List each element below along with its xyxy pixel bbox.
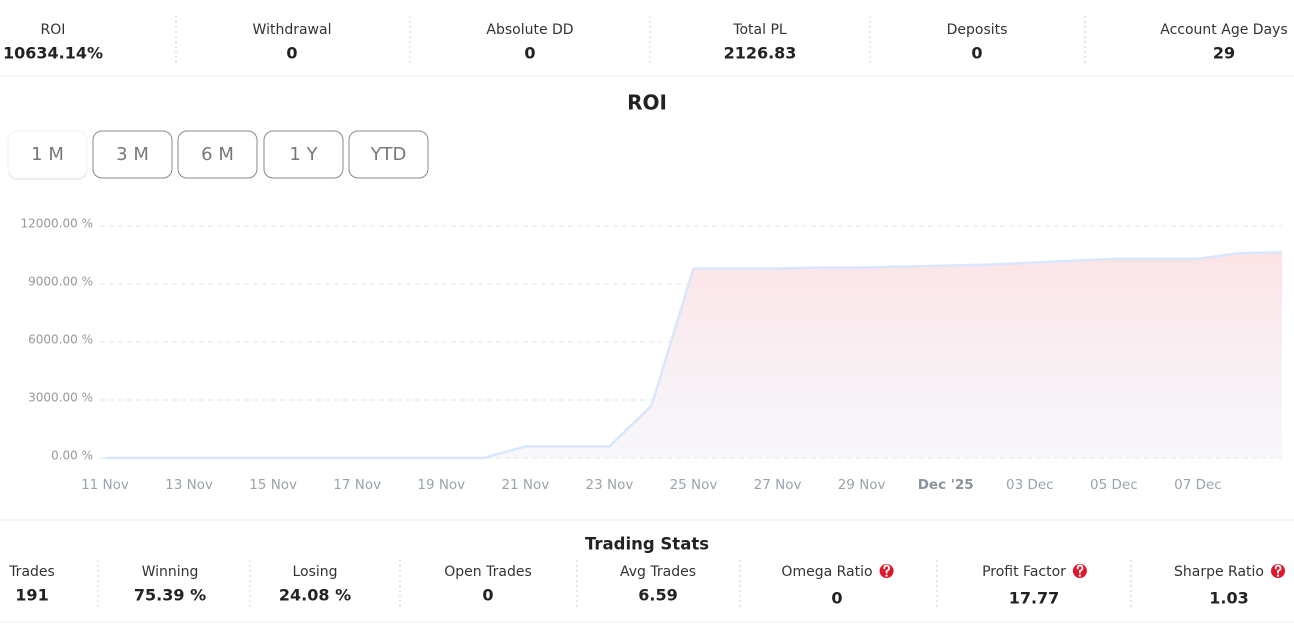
y-tick-label: 6000.00 % <box>28 333 93 347</box>
area-line <box>105 251 1283 460</box>
x-tick-label: 29 Nov <box>838 477 886 493</box>
y-tick-label: 3000.00 % <box>28 391 93 405</box>
stat-label: Account Age Days <box>1160 22 1287 38</box>
area-fill <box>105 252 1282 458</box>
stat-label: Deposits <box>947 22 1008 38</box>
stat-label: Withdrawal <box>253 22 332 38</box>
stat-value: 6.59 <box>638 586 677 605</box>
x-tick-label: 13 Nov <box>165 477 213 493</box>
stat-label: Trades <box>8 564 55 580</box>
info-icon-dot <box>885 574 888 577</box>
x-tick-label: 19 Nov <box>417 477 465 493</box>
stat-value: 29 <box>1213 44 1235 63</box>
stat-label: Absolute DD <box>486 22 573 38</box>
x-tick-label: 05 Dec <box>1090 477 1138 493</box>
stat-label: Sharpe Ratio <box>1174 564 1264 580</box>
stat-label: Omega Ratio <box>781 564 872 580</box>
range-label[interactable]: 1 M <box>31 144 64 165</box>
stat-value: 24.08 % <box>279 586 351 605</box>
stat-value: 2126.83 <box>724 44 797 63</box>
x-tick-label: 27 Nov <box>754 477 802 493</box>
x-tick-label: 15 Nov <box>249 477 297 493</box>
chart-title: ROI <box>627 91 667 115</box>
range-label[interactable]: 3 M <box>116 144 149 165</box>
x-tick-label: 07 Dec <box>1174 477 1222 493</box>
stat-label: Profit Factor <box>982 564 1066 580</box>
info-icon-dot <box>1276 574 1280 577</box>
info-icon-glyph <box>1274 564 1282 574</box>
range-button[interactable] <box>7 130 88 179</box>
section-title: Trading Stats <box>585 535 709 554</box>
x-tick-label: 03 Dec <box>1006 477 1054 493</box>
x-tick-label: 11 Nov <box>81 477 129 493</box>
stat-value: 191 <box>15 586 48 605</box>
x-tick-label: 21 Nov <box>501 477 549 493</box>
stat-value: 10634.14% <box>3 44 103 63</box>
range-label[interactable]: YTD <box>370 144 407 165</box>
range-button[interactable] <box>92 130 173 179</box>
info-icon-dot <box>1078 574 1082 577</box>
stat-value: 0 <box>971 44 982 63</box>
stat-value: 0 <box>286 44 297 63</box>
range-button[interactable] <box>263 130 344 179</box>
y-tick-label: 0.00 % <box>51 449 93 463</box>
x-tick-label: Dec '25 <box>918 477 974 493</box>
stat-value: 17.77 <box>1009 589 1060 608</box>
stat-label: ROI <box>41 22 66 38</box>
range-button[interactable] <box>177 130 258 179</box>
range-label[interactable]: 1 Y <box>289 144 318 165</box>
stat-value: 0 <box>482 586 493 605</box>
y-tick-label: 9000.00 % <box>28 275 93 289</box>
stat-value: 75.39 % <box>134 586 206 605</box>
stat-label: Losing <box>292 564 337 580</box>
stat-label: Total PL <box>732 22 787 38</box>
y-tick-label: 12000.00 % <box>21 217 93 231</box>
stat-value: 0 <box>831 589 842 608</box>
stat-value: 1.03 <box>1209 589 1248 608</box>
x-tick-label: 23 Nov <box>586 477 634 493</box>
range-button[interactable] <box>348 130 429 179</box>
x-tick-label: 17 Nov <box>333 477 381 493</box>
x-tick-label: 25 Nov <box>670 477 718 493</box>
stat-value: 0 <box>524 44 535 63</box>
stat-label: Open Trades <box>444 564 531 580</box>
range-label[interactable]: 6 M <box>201 144 234 165</box>
stat-label: Winning <box>142 564 199 580</box>
stat-label: Avg Trades <box>620 564 696 580</box>
info-icon-glyph <box>883 564 890 574</box>
info-icon-glyph <box>1076 564 1084 574</box>
